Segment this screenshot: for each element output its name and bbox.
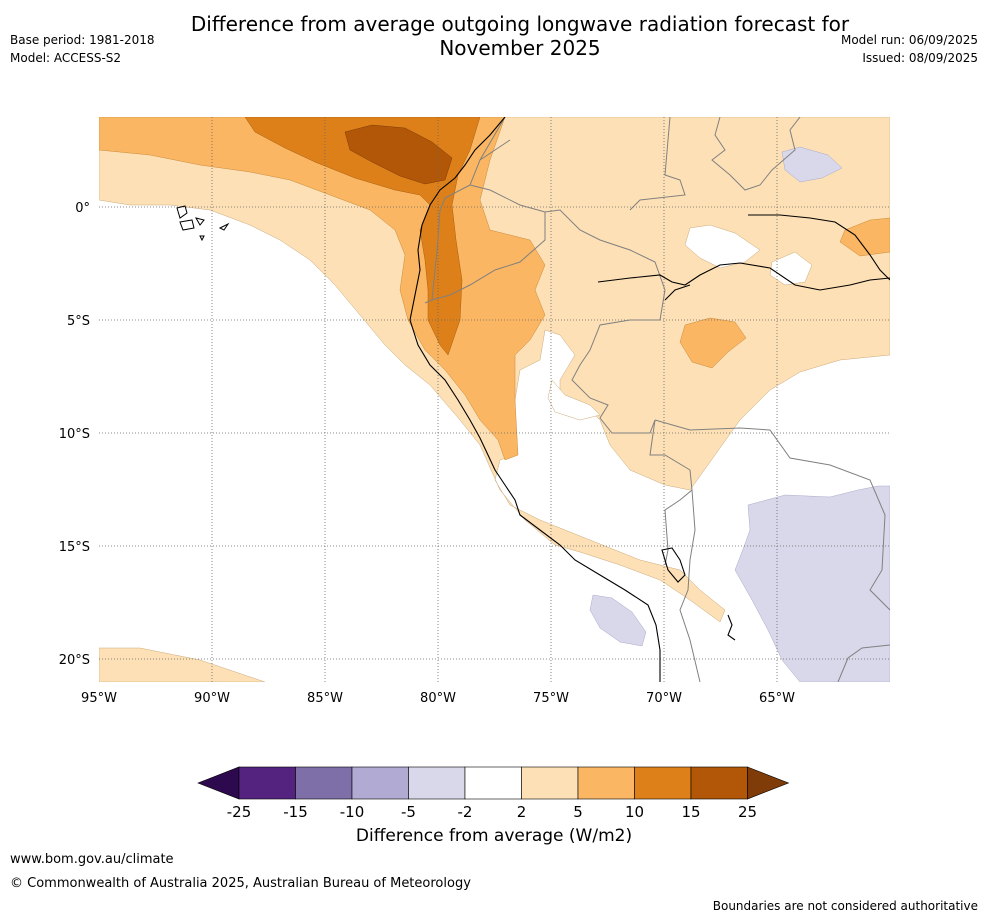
colorbar-tick-label: -15 [283,803,308,821]
colorbar-segment [690,766,748,800]
title-line-2: November 2025 [439,36,601,60]
lon-label-65w: 65°W [759,691,795,706]
lat-label-15s: 15°S [59,540,90,555]
anomaly-neg5-to-neg2-pacific [589,594,647,647]
lat-label-20s: 20°S [59,653,90,668]
website-url[interactable]: www.bom.gov.au/climate [10,852,174,867]
lon-label-70w: 70°W [646,691,682,706]
colorbar-tick-label: -10 [340,803,365,821]
lon-label-95w: 95°W [81,691,117,706]
longitude-labels: 95°W 90°W 85°W 80°W 75°W 70°W 65°W [81,691,795,706]
colorbar-segment [351,766,409,800]
anomaly-5-to-10-east [839,217,890,257]
colorbar-tick-label: -2 [458,803,473,821]
colorbar-segment [577,766,635,800]
lon-label-80w: 80°W [420,691,456,706]
colorbar-tick-label: 25 [738,803,757,821]
model-run: Model run: 06/09/2025 [840,33,978,47]
colorbar-tick-label: 5 [573,803,583,821]
copyright-notice: © Commonwealth of Australia 2025, Austra… [10,876,471,891]
country-borders [424,117,890,682]
chart-title: Difference from average outgoing longwav… [160,12,880,60]
lon-label-85w: 85°W [307,691,343,706]
latitude-labels: 0° 5°S 10°S 15°S 20°S [59,201,90,668]
colorbar-extend-high [747,766,790,800]
colorbar-segment [408,766,466,800]
colorbar-tick-label: 2 [517,803,527,821]
colorbar-segment [464,766,522,800]
anomaly-15-to-25-region [344,124,453,185]
gridlines [99,117,890,682]
coastline [409,117,890,682]
colorbar-segment [238,766,296,800]
colorbar-tick-label: 15 [681,803,700,821]
anomaly-2-to-5-south-west [99,647,266,682]
colorbar-segment [521,766,579,800]
neutral-hole-andes-south [547,379,601,421]
colorbar: -25 -15 -10 -5 -2 2 5 10 15 25 [197,766,790,821]
title-line-1: Difference from average outgoing longwav… [190,12,850,36]
lat-label-0: 0° [75,201,90,216]
colorbar-tick-label: -25 [227,803,252,821]
lat-label-10s: 10°S [59,427,90,442]
colorbar-segment [634,766,692,800]
model-name: Model: ACCESS-S2 [10,51,122,65]
colorbar-extend-low [197,766,240,800]
neutral-hole-east [769,251,813,286]
colorbar-tick-label: 10 [625,803,644,821]
base-period: Base period: 1981-2018 [10,33,155,47]
anomaly-neg5-to-neg2-north [781,146,843,183]
issued-date: Issued: 08/09/2025 [862,51,978,65]
colorbar-tick-label: -5 [401,803,416,821]
anomaly-neg5-to-neg2-bolivia [734,485,890,682]
galapagos-islands [176,205,230,242]
map-area [99,117,890,682]
lon-label-75w: 75°W [533,691,569,706]
colorbar-title: Difference from average (W/m2) [355,826,633,846]
anomaly-5-to-10-brazil [679,317,747,369]
lat-label-5s: 5°S [67,314,90,329]
neutral-hole-amazon [684,224,761,269]
boundary-disclaimer: Boundaries are not considered authoritat… [712,899,978,913]
lon-label-90w: 90°W [194,691,230,706]
colorbar-segment [295,766,353,800]
